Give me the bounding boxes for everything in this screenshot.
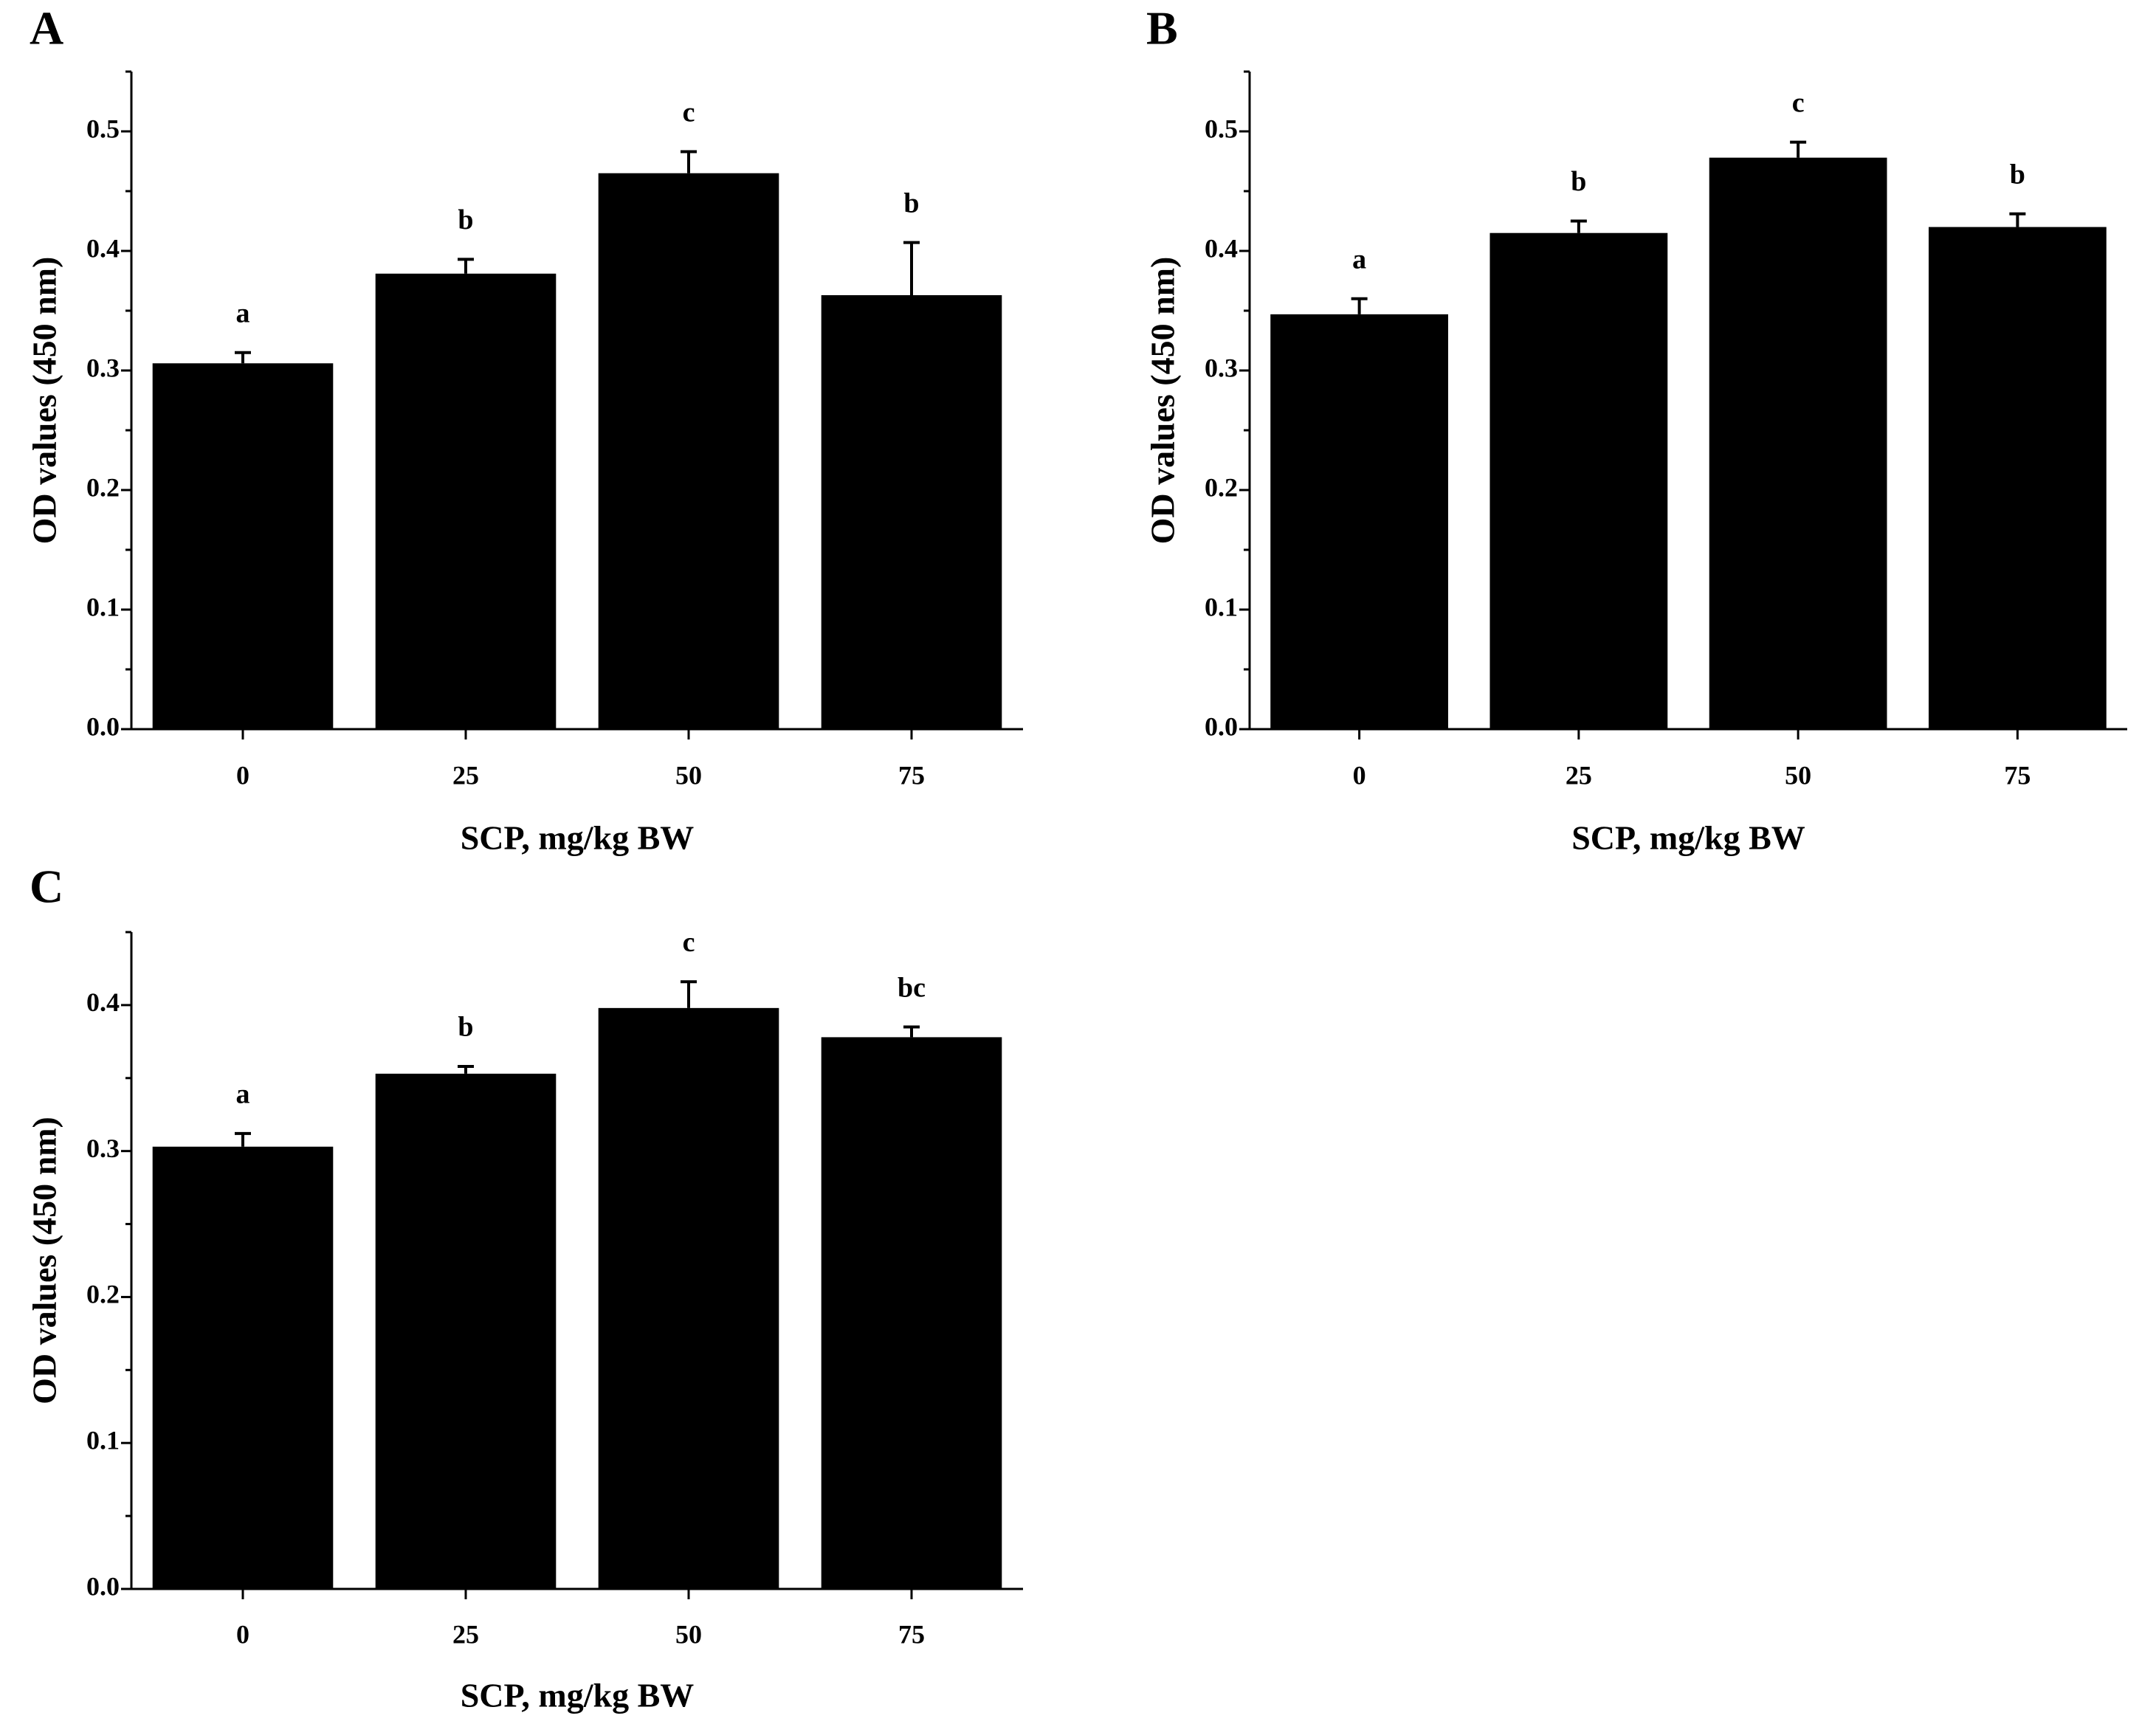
x-tick-label: 25 xyxy=(452,1619,479,1649)
significance-letter: c xyxy=(683,927,695,958)
significance-letter: b xyxy=(458,1012,473,1043)
significance-letter: bc xyxy=(898,972,926,1003)
y-tick-label: 0.1 xyxy=(86,1425,120,1455)
y-axis-title: OD values (450 nm) xyxy=(1144,257,1182,545)
significance-letter: c xyxy=(1792,87,1805,118)
x-tick-label: 50 xyxy=(675,760,702,790)
bar xyxy=(598,1007,779,1589)
x-axis-title: SCP, mg/kg BW xyxy=(461,819,695,857)
y-tick-label: 0.0 xyxy=(86,711,120,741)
y-tick-label: 0.5 xyxy=(86,114,120,143)
significance-letter: b xyxy=(2010,159,2025,190)
y-tick-label: 0.3 xyxy=(86,1134,120,1163)
x-tick-label: 25 xyxy=(452,760,479,790)
y-tick-label: 0.1 xyxy=(86,592,120,621)
significance-letter: a xyxy=(236,297,250,328)
y-tick-label: 0.2 xyxy=(86,1280,120,1309)
significance-letter: b xyxy=(903,187,919,218)
panel-label: A xyxy=(30,2,63,55)
y-tick-label: 0.2 xyxy=(86,472,120,502)
x-tick-label: 75 xyxy=(898,760,925,790)
bar xyxy=(1270,314,1449,729)
bar xyxy=(821,1037,1002,1589)
x-axis-title: SCP, mg/kg BW xyxy=(461,1677,695,1714)
significance-letter: b xyxy=(458,204,473,235)
x-tick-label: 75 xyxy=(2004,760,2031,790)
significance-letter: b xyxy=(1571,166,1586,197)
x-tick-label: 25 xyxy=(1566,760,1592,790)
chart-panel-a: A 0.0 0.1 0.2 0.3 0.4 0.5 a 0 b 25 c 50 b 75 SCP, mg/kg… xyxy=(26,2,1023,857)
y-tick-label: 0.4 xyxy=(1205,233,1238,263)
y-tick-label: 0.0 xyxy=(86,1571,120,1601)
bar xyxy=(1709,157,1887,729)
y-axis-title: OD values (450 nm) xyxy=(26,257,63,545)
bar xyxy=(821,294,1002,729)
bar xyxy=(598,173,779,729)
chart-panel-c: C 0.0 0.1 0.2 0.3 0.4 a 0 b 25 c 50 bc 75 SCP, mg/kg B… xyxy=(26,861,1023,1714)
x-axis-title: SCP, mg/kg BW xyxy=(1571,819,1805,857)
significance-letter: a xyxy=(1352,244,1366,275)
x-tick-label: 0 xyxy=(236,760,249,790)
significance-letter: c xyxy=(683,97,695,128)
bar xyxy=(1489,232,1668,729)
y-tick-label: 0.2 xyxy=(1205,472,1238,502)
x-tick-label: 75 xyxy=(898,1619,925,1649)
y-tick-label: 0.5 xyxy=(1205,114,1238,143)
x-tick-label: 50 xyxy=(1785,760,1811,790)
bar xyxy=(1928,227,2107,730)
panel-label: C xyxy=(30,861,63,913)
y-tick-label: 0.4 xyxy=(86,233,120,263)
bar xyxy=(375,273,557,729)
y-tick-label: 0.3 xyxy=(86,353,120,382)
x-tick-label: 0 xyxy=(236,1619,249,1649)
y-axis-title: OD values (450 nm) xyxy=(26,1117,63,1404)
y-tick-label: 0.3 xyxy=(1205,353,1238,382)
bar xyxy=(152,363,334,729)
y-tick-label: 0.0 xyxy=(1205,711,1238,741)
y-tick-label: 0.1 xyxy=(1205,592,1238,621)
x-tick-label: 0 xyxy=(1353,760,1366,790)
bar xyxy=(375,1073,557,1589)
bar xyxy=(152,1146,334,1589)
significance-letter: a xyxy=(236,1079,250,1110)
panel-label: B xyxy=(1146,2,1178,55)
x-tick-label: 50 xyxy=(675,1619,702,1649)
y-tick-label: 0.4 xyxy=(86,987,120,1017)
chart-panel-b: B 0.0 0.1 0.2 0.3 0.4 0.5 a 0 b 25 c 50 b 75 SCP, mg/kg… xyxy=(1144,2,2127,857)
